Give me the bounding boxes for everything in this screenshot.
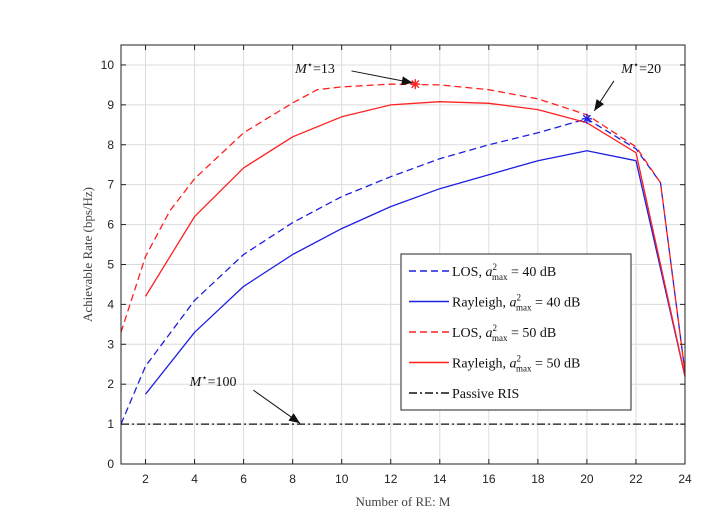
x-tick-label: 12 — [384, 472, 398, 486]
legend-entry: Rayleigh, a2 max = 50 dB — [409, 354, 580, 374]
series-line-3 — [144, 101, 686, 377]
x-tick-label: 10 — [335, 472, 349, 486]
arrowhead — [401, 76, 413, 86]
y-tick-label: 4 — [107, 297, 114, 311]
star-marker-optimum-los-40 — [581, 113, 592, 124]
legend-label: Rayleigh, a2 max = 50 dB — [452, 354, 580, 374]
x-tick-label: 2 — [142, 472, 149, 486]
y-tick-label: 8 — [107, 138, 114, 152]
series-line-0 — [120, 118, 686, 425]
y-tick-label: 5 — [107, 257, 114, 271]
x-axis-label: Number of RE: M — [356, 494, 451, 509]
plot-frame — [120, 44, 686, 465]
y-tick-label: 1 — [107, 417, 114, 431]
legend-label: Passive RIS — [452, 387, 519, 402]
optimum-markers — [410, 79, 592, 124]
arrowhead — [594, 99, 605, 111]
y-tick-label: 2 — [107, 377, 114, 391]
legend-entry: LOS, a2 max = 40 dB — [409, 262, 556, 282]
arrowhead — [288, 413, 301, 424]
legend-label: LOS, a2 max = 50 dB — [452, 323, 556, 343]
annotation-text: M⋆=13 — [294, 60, 335, 77]
legend-box — [400, 253, 632, 411]
x-tick-label: 8 — [289, 472, 296, 486]
annotation-m20: M⋆=20 — [593, 60, 661, 112]
series-line-2 — [120, 83, 686, 373]
legend-entry: Rayleigh, a2 max = 40 dB — [409, 293, 580, 313]
legend-entry: Passive RIS — [409, 387, 519, 402]
y-tick-label: 7 — [107, 178, 114, 192]
star-marker-optimum-los-50 — [410, 79, 421, 90]
series-lines — [120, 83, 686, 425]
y-tick-label: 6 — [107, 218, 114, 232]
x-tick-label: 6 — [240, 472, 247, 486]
x-tick-label: 22 — [629, 472, 643, 486]
annotation-text: M⋆=100 — [189, 373, 237, 390]
annotation-text: M⋆=20 — [620, 60, 661, 77]
y-tick-label: 10 — [101, 58, 115, 72]
x-tick-label: 18 — [531, 472, 545, 486]
annotations: M⋆=13 M⋆=20 M⋆=100 — [189, 60, 661, 424]
annotation-m13: M⋆=13 — [294, 60, 413, 86]
x-tick-label: 14 — [433, 472, 447, 486]
x-tick-label: 4 — [191, 472, 198, 486]
y-tick-label: 3 — [107, 337, 114, 351]
x-tick-label: 16 — [482, 472, 496, 486]
legend-label: Rayleigh, a2 max = 40 dB — [452, 293, 580, 313]
legend-label: LOS, a2 max = 40 dB — [452, 262, 556, 282]
annotation-m100: M⋆=100 — [189, 373, 301, 424]
x-tick-label: 24 — [678, 472, 692, 486]
legend-entry: LOS, a2 max = 50 dB — [409, 323, 556, 343]
y-tick-label: 9 — [107, 98, 114, 112]
legend: LOS, a2 max = 40 dB Rayleigh, a2 max = 40 d… — [400, 253, 632, 411]
y-axis-label: Achievable Rate (bps/Hz) — [80, 187, 95, 322]
x-tick-label: 20 — [580, 472, 594, 486]
y-tick-label: 0 — [107, 457, 114, 471]
series-line-1 — [144, 150, 686, 395]
